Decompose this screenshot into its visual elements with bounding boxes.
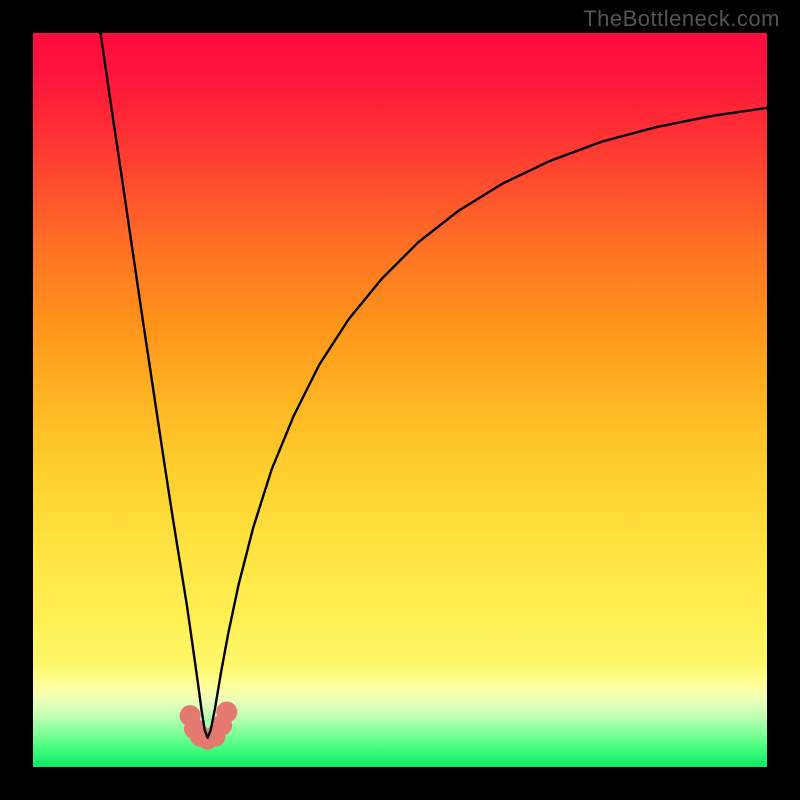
bead [216,701,237,722]
watermark-text: TheBottleneck.com [583,6,780,32]
gradient-background [33,33,767,767]
chart-svg [33,33,767,767]
chart-frame: TheBottleneck.com [0,0,800,800]
plot-area [33,33,767,767]
